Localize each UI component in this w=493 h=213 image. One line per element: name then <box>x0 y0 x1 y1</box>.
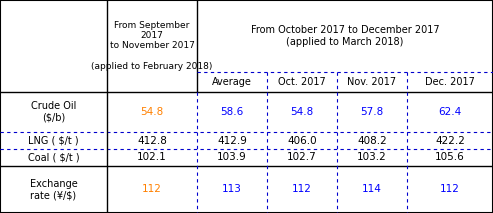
Text: Coal ( $/t ): Coal ( $/t ) <box>28 153 79 163</box>
Text: 412.8: 412.8 <box>137 135 167 145</box>
Text: From September
2017
to November 2017

(applied to February 2018): From September 2017 to November 2017 (ap… <box>91 21 212 71</box>
Text: 54.8: 54.8 <box>290 107 314 117</box>
Text: 112: 112 <box>440 184 460 194</box>
Text: 57.8: 57.8 <box>360 107 384 117</box>
Text: LNG ( $/t ): LNG ( $/t ) <box>28 135 79 145</box>
Text: 406.0: 406.0 <box>287 135 317 145</box>
Text: 408.2: 408.2 <box>357 135 387 145</box>
Text: 112: 112 <box>292 184 312 194</box>
Text: 114: 114 <box>362 184 382 194</box>
Text: 422.2: 422.2 <box>435 135 465 145</box>
Text: 62.4: 62.4 <box>438 107 461 117</box>
Text: 103.2: 103.2 <box>357 153 387 163</box>
Text: 112: 112 <box>142 184 162 194</box>
Text: 102.1: 102.1 <box>137 153 167 163</box>
Text: 103.9: 103.9 <box>217 153 247 163</box>
Text: 105.6: 105.6 <box>435 153 465 163</box>
Text: Exchange
rate (¥/$): Exchange rate (¥/$) <box>30 179 77 200</box>
Text: Oct. 2017: Oct. 2017 <box>278 77 326 87</box>
Text: Dec. 2017: Dec. 2017 <box>425 77 475 87</box>
Text: 412.9: 412.9 <box>217 135 247 145</box>
Text: 113: 113 <box>222 184 242 194</box>
Text: Average: Average <box>212 77 252 87</box>
Text: Crude Oil
($/b): Crude Oil ($/b) <box>31 101 76 123</box>
Text: 54.8: 54.8 <box>141 107 164 117</box>
Text: 58.6: 58.6 <box>220 107 244 117</box>
Text: From October 2017 to December 2017
(applied to March 2018): From October 2017 to December 2017 (appl… <box>250 25 439 47</box>
Text: Nov. 2017: Nov. 2017 <box>348 77 396 87</box>
Text: 102.7: 102.7 <box>287 153 317 163</box>
